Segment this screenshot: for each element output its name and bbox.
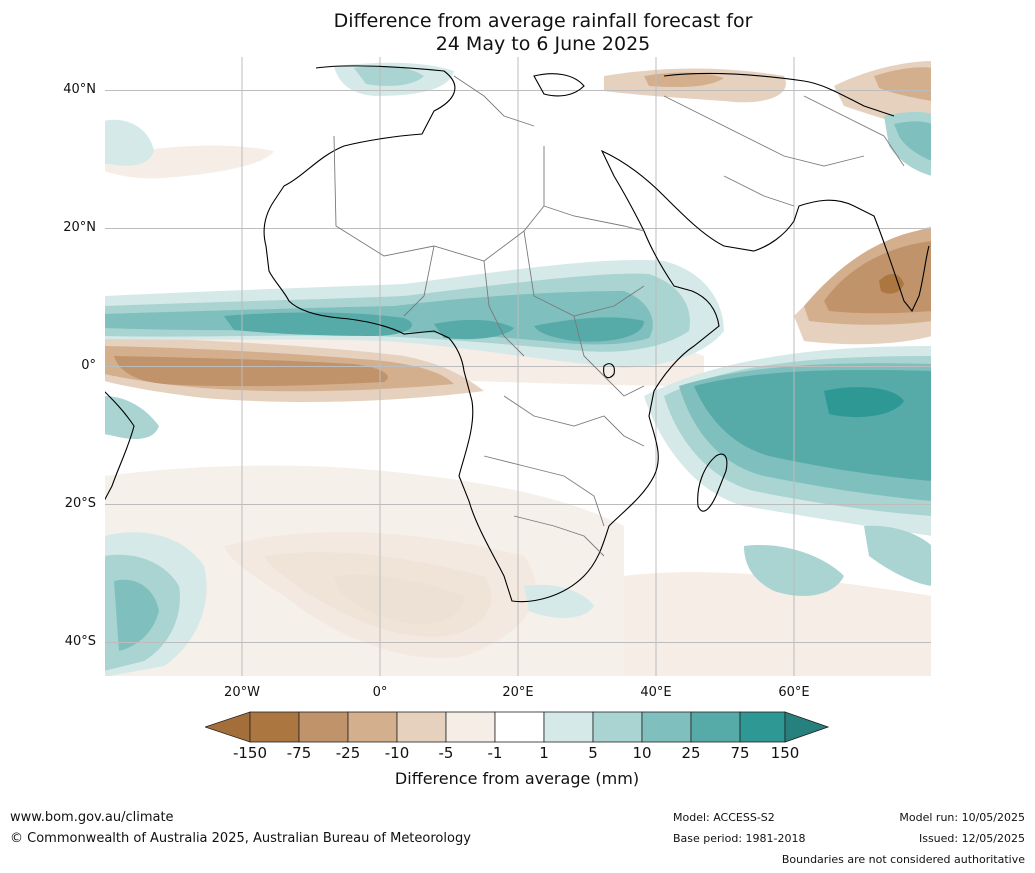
coastline-madagascar <box>697 453 728 512</box>
boundary-egypt-sudan <box>543 205 645 232</box>
colorbar-tick: 10 <box>632 744 652 762</box>
lat-label-40s: 40°S <box>64 634 96 649</box>
lat-label-equator: 0° <box>81 358 96 373</box>
model-name: Model: ACCESS-S2 <box>673 811 775 824</box>
colorbar-tick: -5 <box>438 744 454 762</box>
map-canvas <box>104 56 932 677</box>
colorbar-bin-2 <box>298 711 349 743</box>
lon-label-40e: 40°E <box>640 685 672 700</box>
colorbar-bin-6 <box>494 711 545 743</box>
colorbar-tick: 5 <box>588 744 598 762</box>
lon-label-20w: 20°W <box>224 685 260 700</box>
lon-label-0: 0° <box>372 685 388 700</box>
map-title-line2: 24 May to 6 June 2025 <box>435 33 651 55</box>
base-period: Base period: 1981-2018 <box>673 832 806 845</box>
colorbar-svg <box>203 711 830 743</box>
coastline-black-sea <box>663 72 805 82</box>
lat-label-20n: 20°N <box>63 220 96 235</box>
lake-victoria <box>603 363 615 379</box>
colorbar-bin-7 <box>543 711 594 743</box>
colorbar-tick: 25 <box>681 744 701 762</box>
colorbar-tick: 75 <box>730 744 750 762</box>
boundary-south-africa <box>513 515 605 557</box>
colorbar-tick: -75 <box>286 744 312 762</box>
colorbar-label: Difference from average (mm) <box>394 769 640 788</box>
boundaries-note: Boundaries are not considered authoritat… <box>781 853 1025 866</box>
colorbar-bin-9 <box>641 711 692 743</box>
colorbar-bin-3 <box>347 711 398 743</box>
coastlines <box>104 65 930 603</box>
copyright-text: © Commonwealth of Australia 2025, Austra… <box>10 831 471 846</box>
coastline-caspian <box>803 80 895 117</box>
colorbar-bin-4 <box>396 711 447 743</box>
colorbar-bin-11 <box>739 711 786 743</box>
colorbar-bin-8 <box>592 711 643 743</box>
map-title-line1: Difference from average rainfall forecas… <box>333 10 753 32</box>
colorbar-tick: -1 <box>487 744 503 762</box>
boundary-iran <box>803 95 905 167</box>
boundary-southern <box>483 455 605 527</box>
map-title: Difference from average rainfall forecas… <box>0 10 1035 56</box>
lat-label-40n: 40°N <box>63 82 96 97</box>
country-boundaries <box>333 75 905 557</box>
lon-label-20e: 20°E <box>502 685 534 700</box>
boundary-west <box>403 245 435 317</box>
website-link[interactable]: www.bom.gov.au/climate <box>10 810 174 825</box>
colorbar-extend-wet <box>784 711 830 743</box>
colorbar-bin-1 <box>249 711 300 743</box>
colorbar-tick: 1 <box>539 744 549 762</box>
lon-label-60e: 60°E <box>778 685 810 700</box>
coastline-africa-mideast <box>263 65 930 603</box>
boundary-great-lakes <box>573 315 645 397</box>
boundary-mideast <box>663 95 865 167</box>
boundary-north-africa <box>453 75 535 127</box>
issued-date: Issued: 12/05/2025 <box>918 832 1025 845</box>
boundary-arabia <box>723 175 795 207</box>
dry-anomaly-layer <box>104 61 932 677</box>
colorbar-tick: -150 <box>232 744 268 762</box>
coastline-south-america <box>104 390 135 502</box>
model-run-date: Model run: 10/05/2025 <box>899 811 1025 824</box>
colorbar-tick: -10 <box>384 744 410 762</box>
colorbar-tick: 150 <box>770 744 800 762</box>
boundary-sahara <box>333 135 545 262</box>
coastline-balkans <box>533 73 585 97</box>
graticule <box>104 56 932 677</box>
colorbar <box>203 711 830 747</box>
colorbar-tick: -25 <box>335 744 361 762</box>
colorbar-bin-5 <box>445 711 496 743</box>
rainfall-anomaly-map <box>104 56 932 677</box>
wet-anomaly-layer <box>104 62 932 677</box>
lat-label-20s: 20°S <box>64 496 96 511</box>
boundary-central <box>483 260 525 357</box>
colorbar-bin-10 <box>690 711 741 743</box>
boundary-congo <box>503 395 645 447</box>
colorbar-extend-dry <box>203 711 251 743</box>
